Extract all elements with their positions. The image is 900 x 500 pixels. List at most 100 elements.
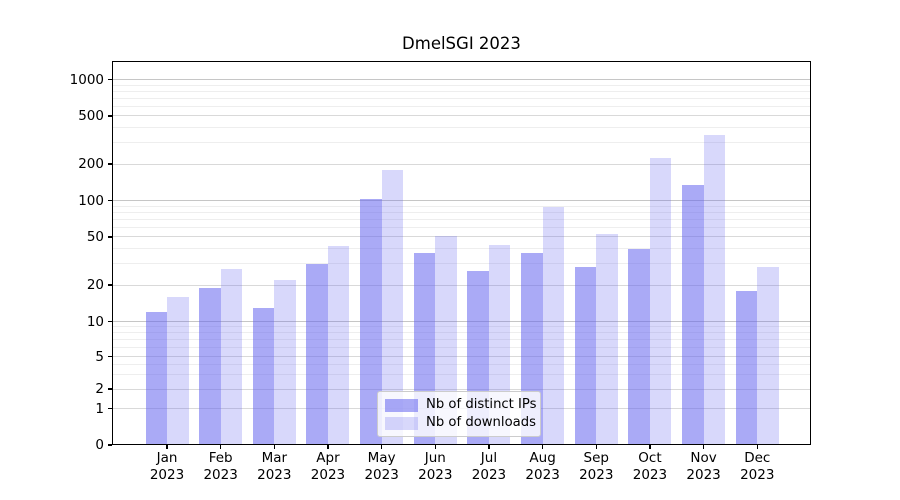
y-tick-mark — [108, 199, 112, 202]
y-tick-label: 5 — [95, 348, 104, 365]
major-gridline — [112, 284, 811, 286]
bar-distinct-ips-dec — [735, 290, 758, 445]
y-tick-label: 2 — [95, 381, 104, 397]
bar-downloads-oct — [649, 157, 672, 445]
y-tick-mark — [108, 236, 112, 238]
x-tick-mark — [756, 445, 758, 449]
chart-title: DmelSGI 2023 — [402, 34, 521, 53]
minor-gridline — [112, 325, 811, 327]
bar-distinct-ips-nov — [682, 184, 704, 445]
y-tick-label: 0 — [95, 437, 104, 453]
minor-gridline — [112, 142, 811, 144]
x-tick-mark — [220, 445, 222, 449]
x-tick-mark — [541, 445, 544, 449]
y-tick-mark — [108, 355, 112, 358]
y-tick-label: 1 — [95, 400, 104, 417]
x-tick-mark — [380, 445, 383, 449]
x-tick-label-dec: Dec 2023 — [740, 450, 775, 483]
major-gridline — [112, 115, 811, 117]
minor-gridline — [112, 363, 811, 365]
x-tick-label-jun: Jun 2023 — [418, 450, 453, 483]
y-tick-mark — [108, 78, 112, 81]
bar-distinct-ips-feb — [199, 287, 221, 445]
minor-gridline — [112, 263, 811, 265]
x-tick-mark — [595, 445, 597, 449]
x-tick-mark — [273, 445, 275, 449]
minor-gridline — [112, 211, 811, 213]
y-tick-mark — [108, 407, 112, 410]
bar-downloads-mar — [274, 280, 296, 445]
y-tick-mark — [108, 284, 112, 286]
x-tick-label-nov: Nov 2023 — [686, 450, 721, 483]
x-tick-mark — [649, 445, 651, 449]
legend-item-downloads: Nb of downloads — [385, 415, 536, 431]
bar-downloads-may — [381, 169, 404, 445]
minor-gridline — [112, 84, 811, 86]
major-gridline — [112, 321, 811, 322]
legend-item-distinct-ips: Nb of distinct IPs — [385, 397, 537, 413]
bar-downloads-sep — [596, 233, 618, 445]
y-tick-mark — [108, 163, 112, 165]
minor-gridline — [112, 374, 811, 376]
x-tick-label-apr: Apr 2023 — [310, 450, 346, 483]
x-tick-label-aug: Aug 2023 — [525, 450, 560, 483]
x-tick-mark — [434, 445, 436, 449]
bar-downloads-dec — [757, 267, 779, 445]
y-tick-mark — [108, 320, 112, 323]
major-gridline — [112, 163, 811, 165]
minor-gridline — [112, 205, 811, 207]
minor-gridline — [112, 331, 811, 333]
bar-distinct-ips-oct — [628, 248, 650, 445]
minor-gridline — [112, 105, 811, 107]
bar-downloads-apr — [327, 246, 350, 445]
x-tick-mark — [488, 445, 490, 449]
major-gridline — [112, 236, 811, 238]
y-tick-label: 500 — [78, 107, 104, 124]
legend-label-downloads: Nb of downloads — [426, 415, 536, 430]
minor-gridline — [112, 90, 811, 92]
x-tick-mark — [702, 445, 705, 449]
plot-area — [112, 61, 811, 445]
bar-downloads-aug — [542, 207, 565, 445]
x-tick-label-jan: Jan 2023 — [149, 450, 185, 483]
minor-gridline — [112, 226, 811, 228]
major-gridline — [112, 79, 811, 80]
y-tick-label: 50 — [86, 228, 104, 245]
bar-distinct-ips-mar — [252, 307, 275, 445]
minor-gridline — [112, 127, 811, 129]
y-tick-label: 10 — [86, 313, 104, 330]
major-gridline — [112, 388, 811, 390]
x-tick-label-may: May 2023 — [364, 450, 399, 483]
bar-distinct-ips-jan — [145, 311, 167, 445]
major-gridline — [112, 356, 811, 357]
y-tick-mark — [108, 388, 112, 390]
major-gridline — [112, 200, 811, 201]
y-tick-label: 200 — [78, 156, 104, 173]
y-tick-label: 1000 — [69, 71, 104, 88]
bar-downloads-nov — [703, 135, 726, 445]
minor-gridline — [112, 218, 811, 220]
minor-gridline — [112, 97, 811, 99]
y-tick-label: 100 — [78, 192, 104, 209]
legend-swatch-downloads — [385, 416, 418, 430]
bar-distinct-ips-apr — [306, 263, 328, 445]
minor-gridline — [112, 346, 811, 348]
bar-downloads-feb — [220, 269, 243, 445]
x-tick-label-feb: Feb 2023 — [203, 450, 238, 483]
y-tick-mark — [108, 444, 112, 446]
x-tick-mark — [327, 445, 329, 449]
minor-gridline — [112, 338, 811, 340]
bar-distinct-ips-sep — [574, 267, 597, 445]
x-tick-label-jul: Jul 2023 — [471, 450, 507, 483]
x-tick-mark — [166, 445, 168, 449]
legend: Nb of distinct IPs Nb of downloads — [377, 391, 541, 437]
y-tick-label: 20 — [86, 277, 104, 294]
x-tick-label-sep: Sep 2023 — [579, 450, 614, 483]
bar-distinct-ips-may — [360, 198, 382, 445]
minor-gridline — [112, 248, 811, 250]
bar-downloads-jan — [167, 296, 189, 445]
y-tick-mark — [108, 115, 112, 117]
x-tick-label-mar: Mar 2023 — [257, 450, 292, 483]
legend-label-distinct-ips: Nb of distinct IPs — [426, 397, 537, 412]
